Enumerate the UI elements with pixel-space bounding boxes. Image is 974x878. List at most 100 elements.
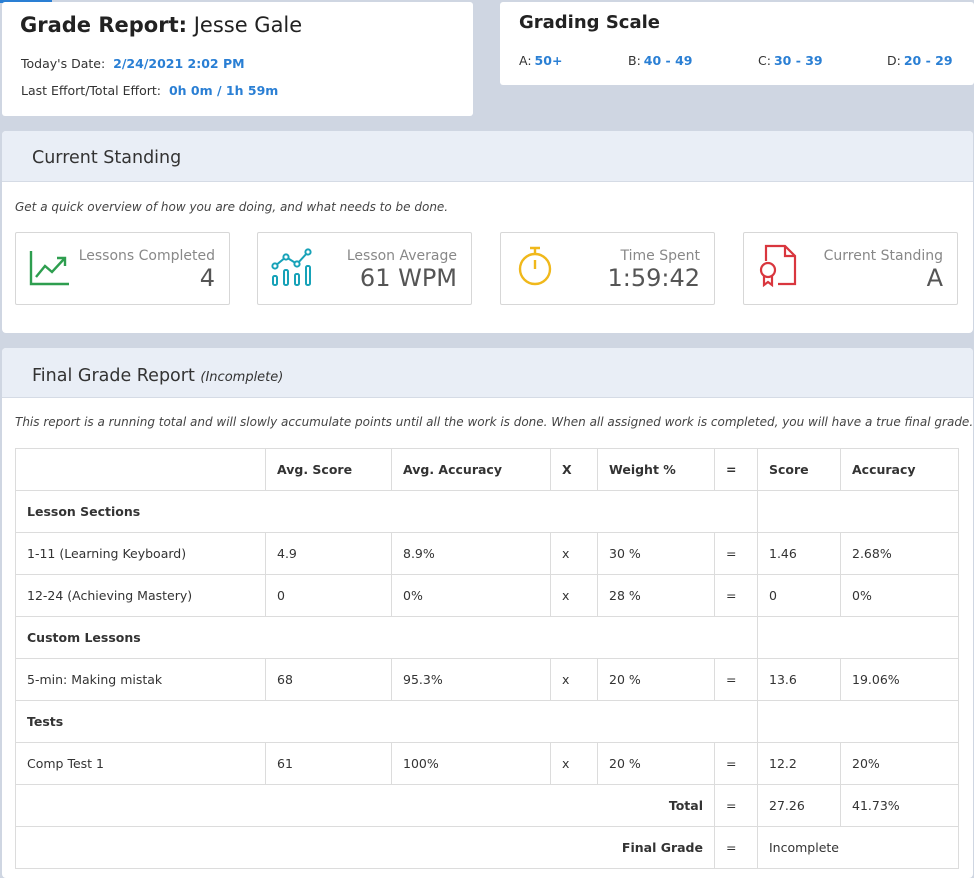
stat-label: Current Standing (823, 248, 943, 264)
section-name: Lesson Sections (15, 490, 758, 533)
section-row: Lesson Sections (15, 490, 959, 533)
multiply-cell: x (550, 658, 598, 701)
score-cell: 12.2 (757, 742, 841, 785)
stat-label: Lessons Completed (78, 248, 215, 264)
stat-current-standing: Current Standing A (743, 232, 958, 305)
equals-cell: = (714, 784, 758, 827)
todays-date-line: Today's Date: 2/24/2021 2:02 PM (21, 56, 245, 71)
table-row: 5-min: Making mistak 68 95.3% x 20 % = 1… (15, 658, 959, 701)
accuracy-cell: 2.68% (840, 532, 959, 575)
empty-cell (757, 700, 959, 743)
row-name: 1-11 (Learning Keyboard) (15, 532, 266, 575)
total-accuracy: 41.73% (840, 784, 959, 827)
avg-accuracy-cell: 95.3% (391, 658, 551, 701)
final-grade-report-header: Final Grade Report (Incomplete) (2, 348, 973, 398)
weight-cell: 20 % (597, 742, 715, 785)
todays-date-value: 2/24/2021 2:02 PM (113, 56, 245, 71)
row-name: 5-min: Making mistak (15, 658, 266, 701)
stat-time-spent: Time Spent 1:59:42 (500, 232, 715, 305)
stat-lesson-average: Lesson Average 61 WPM (257, 232, 472, 305)
total-row: Total = 27.26 41.73% (15, 784, 959, 827)
column-header (15, 448, 266, 491)
multiply-cell: x (550, 742, 598, 785)
scale-range: 20 - 29 (903, 53, 953, 68)
equals-cell: = (714, 532, 758, 575)
total-score: 27.26 (757, 784, 841, 827)
avg-score-cell: 4.9 (265, 532, 392, 575)
table-row: 1-11 (Learning Keyboard) 4.9 8.9% x 30 %… (15, 532, 959, 575)
final-grade-report-title-text: Final Grade Report (32, 366, 195, 386)
stopwatch-icon (518, 246, 552, 286)
report-status: (Incomplete) (200, 370, 284, 385)
stat-value: 4 (199, 264, 215, 292)
page-title-label: Grade Report: (20, 13, 188, 37)
column-header: Accuracy (840, 448, 959, 491)
stat-label: Lesson Average (346, 248, 457, 264)
equals-cell: = (714, 658, 758, 701)
column-header: Avg. Accuracy (391, 448, 551, 491)
final-grade-report-intro: This report is a running total and will … (15, 415, 973, 429)
trend-chart-icon (29, 251, 69, 286)
grade-table: Avg. Score Avg. Accuracy X Weight % = Sc… (15, 448, 959, 869)
effort-label: Last Effort/Total Effort: (21, 83, 161, 98)
student-name: Jesse Gale (193, 13, 303, 37)
top-accent-bar (0, 0, 52, 3)
section-name: Custom Lessons (15, 616, 758, 659)
row-name: 12-24 (Achieving Mastery) (15, 574, 266, 617)
scale-letter: B: (628, 53, 641, 68)
column-header: Weight % (597, 448, 715, 491)
scale-range: 50+ (534, 53, 563, 68)
avg-score-cell: 0 (265, 574, 392, 617)
scale-item-a: A: 50+ (519, 53, 562, 68)
scale-item-b: B: 40 - 49 (628, 53, 692, 68)
final-grade-report-title: Final Grade Report (Incomplete) (32, 366, 283, 386)
accuracy-cell: 19.06% (840, 658, 959, 701)
multiply-cell: x (550, 574, 598, 617)
scale-item-c: C: 30 - 39 (758, 53, 823, 68)
column-header: Avg. Score (265, 448, 392, 491)
final-grade-label: Final Grade (15, 826, 715, 869)
accuracy-cell: 0% (840, 574, 959, 617)
accuracy-cell: 20% (840, 742, 959, 785)
final-grade-report-panel: Final Grade Report (Incomplete) This rep… (2, 348, 973, 878)
final-grade-value: Incomplete (757, 826, 959, 869)
scale-item-d: D: 20 - 29 (887, 53, 953, 68)
grade-report-card: Grade Report: Jesse Gale Today's Date: 2… (2, 2, 473, 116)
stat-value: A (926, 264, 943, 292)
multiply-cell: x (550, 532, 598, 575)
scale-letter: A: (519, 53, 532, 68)
empty-cell (757, 490, 959, 533)
avg-score-cell: 61 (265, 742, 392, 785)
grading-scale-title: Grading Scale (519, 12, 660, 33)
stat-value: 61 WPM (359, 264, 457, 292)
column-header: Score (757, 448, 841, 491)
total-label: Total (15, 784, 715, 827)
section-row: Tests (15, 700, 959, 743)
table-header-row: Avg. Score Avg. Accuracy X Weight % = Sc… (15, 448, 959, 491)
score-cell: 0 (757, 574, 841, 617)
column-header: X (550, 448, 598, 491)
effort-value: 0h 0m / 1h 59m (168, 83, 279, 98)
avg-accuracy-cell: 100% (391, 742, 551, 785)
score-cell: 13.6 (757, 658, 841, 701)
effort-line: Last Effort/Total Effort: 0h 0m / 1h 59m (21, 83, 278, 98)
current-standing-title: Current Standing (32, 148, 182, 168)
scale-letter: D: (887, 53, 901, 68)
current-standing-header: Current Standing (2, 131, 973, 182)
stat-lessons-completed: Lessons Completed 4 (15, 232, 230, 305)
stat-value: 1:59:42 (607, 264, 700, 292)
table-row: Comp Test 1 61 100% x 20 % = 12.2 20% (15, 742, 959, 785)
section-row: Custom Lessons (15, 616, 959, 659)
grading-scale-card: Grading Scale A: 50+ B: 40 - 49 C: 30 - 39 … (500, 2, 974, 85)
score-cell: 1.46 (757, 532, 841, 575)
section-name: Tests (15, 700, 758, 743)
weight-cell: 20 % (597, 658, 715, 701)
weight-cell: 28 % (597, 574, 715, 617)
scale-letter: C: (758, 53, 771, 68)
bar-line-chart-icon (271, 248, 312, 286)
final-grade-row: Final Grade = Incomplete (15, 826, 959, 869)
equals-cell: = (714, 742, 758, 785)
avg-accuracy-cell: 8.9% (391, 532, 551, 575)
certificate-icon (759, 244, 797, 287)
avg-accuracy-cell: 0% (391, 574, 551, 617)
